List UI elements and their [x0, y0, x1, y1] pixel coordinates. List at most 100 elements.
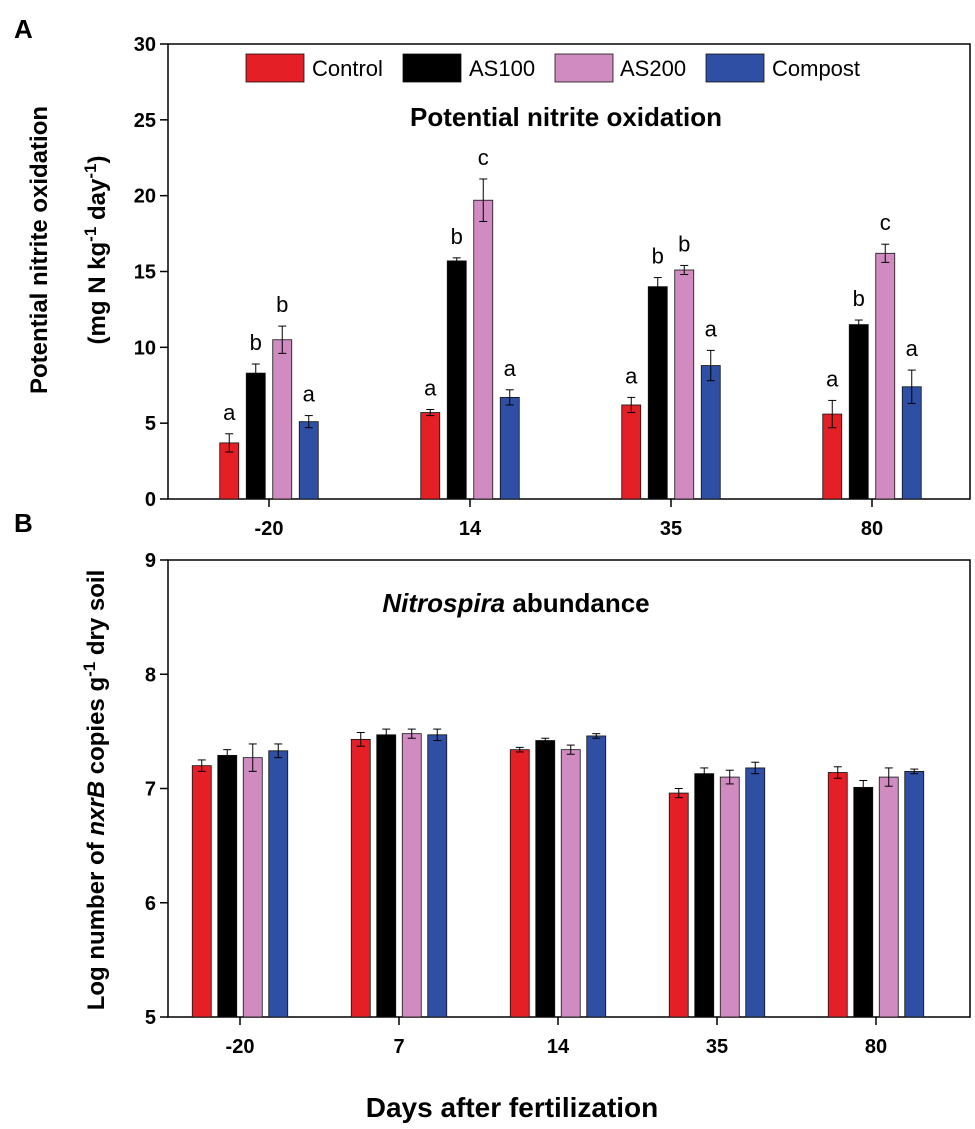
panel-b-bar-as100: [376, 734, 397, 1018]
panel-b-bar-as200: [719, 776, 740, 1018]
panel-b-ytick-label: 8: [145, 664, 156, 686]
superscript: -1: [80, 662, 99, 677]
label-segment: (mg N kg: [84, 242, 111, 345]
panel-letter-b: B: [14, 508, 33, 538]
panel-b-xtick-label: -20: [226, 1036, 255, 1058]
panel-b-bar-as100: [853, 786, 874, 1018]
legend-label-compost: Compost: [772, 56, 860, 81]
label-segment: dry soil: [83, 570, 110, 662]
panel-a-xtick-label: -20: [255, 518, 284, 540]
panel-a-bar-as100: [647, 286, 668, 500]
panel-a-ylabel-line2: (mg N kg-1 day-1): [81, 156, 112, 345]
panel-a-significance-letter: b: [250, 330, 262, 355]
label-segment: day: [84, 178, 111, 227]
panel-b-x-axis: -20 7 14 35 80: [226, 1017, 887, 1058]
panel-b-bar-control: [191, 765, 212, 1018]
superscript: -1: [81, 164, 100, 179]
panel-a-significance-letter: a: [826, 366, 839, 391]
panel-letter-a: A: [14, 14, 33, 44]
legend-label-control: Control: [312, 56, 383, 81]
panel-b-bars: [191, 728, 925, 1018]
panel-a-bar-compost: [499, 396, 520, 500]
panel-a-title: Potential nitrite oxidation: [410, 102, 722, 132]
panel-a-ytick-label: 0: [145, 489, 156, 511]
superscript: -1: [81, 227, 100, 242]
panel-a-x-axis: -20 14 35 80: [255, 499, 883, 540]
panel-a-ytick-label: 10: [134, 337, 156, 359]
panel-b-bar-control: [350, 738, 371, 1018]
legend-swatch-as100: [402, 53, 462, 83]
panel-b-bar-control: [827, 772, 848, 1018]
panel-b-xtick-label: 7: [393, 1036, 404, 1058]
panel-b-ylabel-italic: nxrB: [83, 781, 110, 836]
panel-a-significance-letter: b: [853, 286, 865, 311]
panel-a-significance-letter: a: [504, 356, 517, 381]
legend-label-as200: AS200: [620, 56, 686, 81]
panel-b-bar-compost: [904, 770, 925, 1018]
panel-a-bar-as200: [674, 269, 695, 500]
panel-b-bar-compost: [745, 767, 766, 1018]
panel-b-bar-as200: [242, 757, 263, 1018]
panel-a-significance-letter: c: [478, 145, 489, 170]
panel-a-bar-compost: [700, 365, 721, 500]
panel-a-ytick-label: 15: [134, 262, 156, 284]
panel-a-bar-as200: [272, 339, 293, 500]
legend-label-as100: AS100: [469, 56, 535, 81]
panel-a-ytick-label: 20: [134, 186, 156, 208]
panel-b-ytick-label: 6: [145, 893, 156, 915]
panel-a-significance-letter: a: [223, 400, 236, 425]
panel-b-bar-as100: [694, 773, 715, 1018]
x-axis-label: Days after fertilization: [366, 1092, 659, 1123]
legend: Control AS100 AS200 Compost: [245, 53, 860, 83]
panel-a-bar-as200: [875, 252, 896, 500]
panel-a-significance-letter: a: [303, 382, 316, 407]
legend-swatch-control: [245, 53, 305, 83]
panel-b-bar-compost: [268, 750, 289, 1018]
panel-a-significance-letter: b: [652, 244, 664, 269]
panel-a-significance-letter: c: [880, 210, 891, 235]
panel-b-ytick-label: 7: [145, 779, 156, 801]
panel-a-bar-control: [621, 404, 642, 500]
panel-b-ylabel-pre: Log number of: [83, 836, 110, 1011]
panel-a-significance-letter: a: [906, 336, 919, 361]
panel-b-bar-compost: [586, 735, 607, 1018]
panel-a-y-axis: 0 5 10 15 20 25 30: [134, 34, 168, 511]
panel-a-significance-letter: a: [424, 376, 437, 401]
panel-a-significance-letter: b: [276, 292, 288, 317]
panel-b-bar-as100: [217, 754, 238, 1018]
panel-b-bar-as200: [560, 749, 581, 1018]
panel-a-bar-as100: [446, 260, 467, 500]
legend-swatch-as200: [554, 53, 614, 83]
panel-a-significance-letter: a: [705, 316, 718, 341]
panel-b-xtick-label: 80: [865, 1036, 887, 1058]
panel-b-title: Nitrospira abundance: [382, 588, 649, 618]
panel-a-bar-as100: [848, 324, 869, 500]
panel-b-xtick-label: 14: [547, 1036, 570, 1058]
panel-b-ytick-label: 5: [145, 1007, 156, 1029]
panel-b-xtick-label: 35: [706, 1036, 728, 1058]
panel-a-bar-compost: [298, 421, 319, 500]
panel-a-ytick-label: 30: [134, 34, 156, 56]
panel-b-title-rest: abundance: [505, 588, 649, 618]
panel-a-bar-control: [420, 412, 441, 500]
panel-a-xtick-label: 35: [660, 518, 682, 540]
panel-a-ytick-label: 25: [134, 110, 156, 132]
panel-a-significance-letter: b: [451, 224, 463, 249]
panel-a-significance-letter: a: [625, 363, 638, 388]
panel-a-xtick-label: 14: [459, 518, 482, 540]
panel-b-bar-as200: [878, 776, 899, 1018]
panel-b-bar-control: [509, 749, 530, 1018]
panel-a-bar-as200: [473, 199, 494, 500]
panel-b-title-italic: Nitrospira: [382, 588, 505, 618]
panel-a-significance-letter: b: [678, 231, 690, 256]
panel-b-ylabel: Log number of nxrB copies g-1 dry soil: [80, 570, 111, 1011]
panel-a-ytick-label: 5: [145, 413, 156, 435]
panel-a-ylabel-line1: Potential nitrite oxidation: [26, 106, 53, 394]
panel-a-xtick-label: 80: [861, 518, 883, 540]
panel-b-bar-control: [668, 792, 689, 1018]
panel-a-bar-as100: [245, 372, 266, 500]
panel-b-y-axis: 5 6 7 8 9: [145, 550, 168, 1029]
